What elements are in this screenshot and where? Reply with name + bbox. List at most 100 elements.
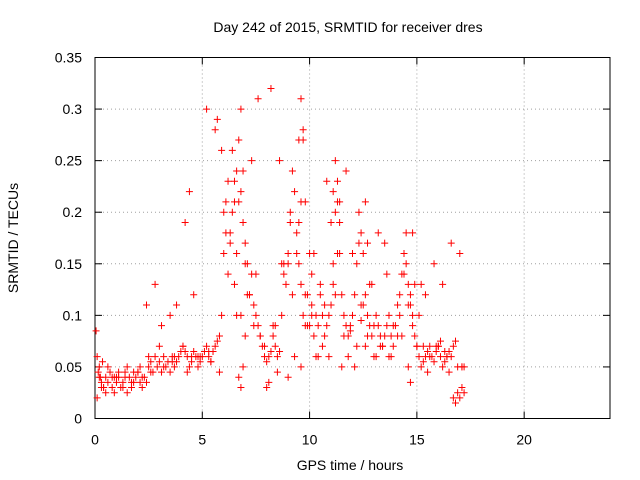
data-point xyxy=(419,342,427,350)
data-point xyxy=(404,301,412,309)
data-point xyxy=(411,332,419,340)
data-point xyxy=(426,353,434,361)
data-point xyxy=(406,291,414,299)
data-point xyxy=(396,311,404,319)
data-point xyxy=(233,249,241,257)
data-point xyxy=(218,311,226,319)
data-point xyxy=(95,363,103,371)
data-point xyxy=(263,358,271,366)
data-point xyxy=(424,347,432,355)
data-point xyxy=(288,291,296,299)
data-point xyxy=(295,260,303,268)
data-point xyxy=(409,322,417,330)
data-point xyxy=(445,368,453,376)
data-point xyxy=(93,394,101,402)
data-point xyxy=(235,373,243,381)
data-point xyxy=(241,332,249,340)
data-point xyxy=(338,363,346,371)
data-point xyxy=(458,363,466,371)
y-tick-label: 0.15 xyxy=(55,256,82,272)
data-point xyxy=(166,311,174,319)
data-point xyxy=(286,208,294,216)
x-tick-label: 10 xyxy=(302,432,318,448)
data-point xyxy=(430,260,438,268)
data-point xyxy=(359,249,367,257)
data-point xyxy=(452,399,459,407)
data-point xyxy=(389,342,397,350)
data-point xyxy=(456,249,464,257)
data-point xyxy=(338,291,346,299)
data-point xyxy=(355,239,363,247)
y-tick-label: 0.3 xyxy=(63,101,83,117)
data-point xyxy=(291,188,299,196)
data-point xyxy=(293,249,301,257)
data-point xyxy=(346,327,354,335)
data-point xyxy=(228,146,236,154)
data-point xyxy=(166,368,174,376)
data-point xyxy=(327,219,335,227)
y-tick-label: 0.1 xyxy=(63,307,83,323)
data-point xyxy=(439,363,447,371)
data-point xyxy=(119,384,127,392)
data-point xyxy=(267,347,275,355)
data-point xyxy=(102,373,110,381)
data-point xyxy=(224,177,232,185)
data-point xyxy=(228,208,236,216)
data-point xyxy=(115,368,123,376)
data-point xyxy=(329,260,337,268)
data-point xyxy=(460,389,468,397)
data-point xyxy=(104,363,112,371)
data-point xyxy=(323,322,331,330)
data-point xyxy=(432,342,440,350)
data-point xyxy=(316,291,324,299)
data-point xyxy=(426,342,434,350)
data-point xyxy=(123,363,131,371)
data-point xyxy=(147,368,155,376)
data-point xyxy=(220,249,228,257)
data-point xyxy=(271,342,279,350)
data-point xyxy=(173,301,181,309)
x-axis-label: GPS time / hours xyxy=(297,457,404,473)
data-point xyxy=(250,322,258,330)
data-point xyxy=(374,229,382,237)
data-point xyxy=(325,353,333,361)
data-point xyxy=(284,249,292,257)
data-point xyxy=(310,332,318,340)
data-point xyxy=(203,105,211,113)
data-point xyxy=(213,337,221,345)
data-point xyxy=(372,353,380,361)
data-point xyxy=(372,311,380,319)
data-point xyxy=(387,332,395,340)
data-point xyxy=(374,322,382,330)
data-point xyxy=(185,363,193,371)
data-point xyxy=(145,353,153,361)
data-point xyxy=(127,378,135,386)
data-point xyxy=(325,311,333,319)
data-point xyxy=(340,311,348,319)
data-point xyxy=(237,188,245,196)
data-point xyxy=(454,389,462,397)
data-point xyxy=(138,384,146,392)
data-point xyxy=(106,368,114,376)
data-point xyxy=(411,280,419,288)
data-point xyxy=(215,332,223,340)
data-point xyxy=(226,239,234,247)
y-tick-label: 0.05 xyxy=(55,359,82,375)
data-point xyxy=(155,358,163,366)
data-point xyxy=(404,280,412,288)
x-tick-label: 0 xyxy=(91,432,99,448)
data-point xyxy=(143,378,150,386)
data-point xyxy=(297,363,305,371)
data-point xyxy=(278,311,286,319)
data-point xyxy=(323,177,331,185)
data-point xyxy=(299,126,307,134)
x-tick-label: 5 xyxy=(198,432,206,448)
data-point xyxy=(160,363,168,371)
data-point xyxy=(436,353,444,361)
data-point xyxy=(441,358,449,366)
y-tick-label: 0 xyxy=(74,411,82,427)
data-point xyxy=(456,394,464,402)
data-point xyxy=(134,368,142,376)
y-axis: 0 0.05 0.1 0.15 0.2 0.25 0.3 0.35 xyxy=(55,50,610,427)
chart-title: Day 242 of 2015, SRMTID for receiver dre… xyxy=(213,19,482,35)
